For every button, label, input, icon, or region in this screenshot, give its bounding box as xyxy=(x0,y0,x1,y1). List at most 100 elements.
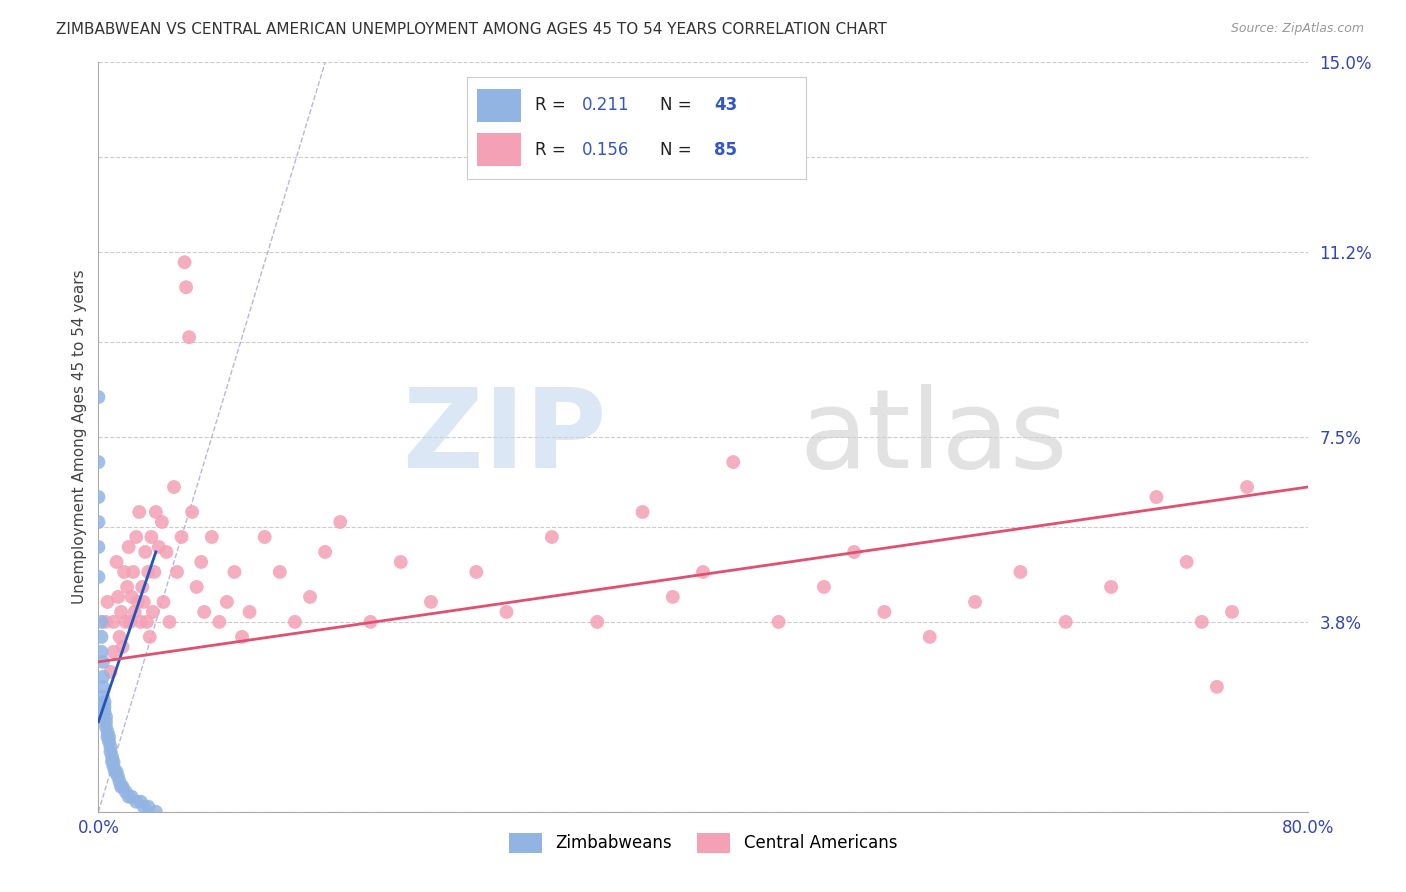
Point xyxy=(120,615,142,629)
Point xyxy=(136,799,159,814)
Point xyxy=(723,455,745,469)
Point xyxy=(389,555,412,569)
Point xyxy=(813,580,835,594)
Point xyxy=(96,724,118,739)
Point xyxy=(131,580,153,594)
Point xyxy=(190,555,212,569)
Point xyxy=(173,255,195,269)
Point xyxy=(94,710,117,724)
Point xyxy=(143,565,166,579)
Point xyxy=(631,505,654,519)
Point xyxy=(186,580,208,594)
Point xyxy=(159,615,181,629)
Point xyxy=(90,630,112,644)
Y-axis label: Unemployment Among Ages 45 to 54 years: Unemployment Among Ages 45 to 54 years xyxy=(72,269,87,605)
Point xyxy=(965,595,987,609)
Point xyxy=(122,565,145,579)
Point xyxy=(142,605,165,619)
Point xyxy=(101,749,124,764)
Point xyxy=(136,565,159,579)
Point xyxy=(110,780,132,794)
Point xyxy=(128,505,150,519)
Point xyxy=(844,545,866,559)
Point xyxy=(134,545,156,559)
Point xyxy=(96,730,118,744)
Point xyxy=(155,545,177,559)
Point xyxy=(141,530,163,544)
Point xyxy=(101,755,124,769)
Point xyxy=(166,565,188,579)
Point xyxy=(91,670,114,684)
Point xyxy=(1175,555,1198,569)
Point xyxy=(100,739,122,754)
Point xyxy=(586,615,609,629)
Point xyxy=(105,555,128,569)
Point xyxy=(152,595,174,609)
Point xyxy=(661,590,683,604)
Point xyxy=(87,515,110,529)
Point xyxy=(360,615,382,629)
Point xyxy=(148,540,170,554)
Point xyxy=(181,505,204,519)
Point xyxy=(124,605,146,619)
Point xyxy=(94,720,117,734)
Point xyxy=(98,735,121,749)
Point xyxy=(96,595,118,609)
Point xyxy=(1191,615,1213,629)
Point xyxy=(132,799,155,814)
Point xyxy=(231,630,253,644)
Point xyxy=(87,455,110,469)
Point xyxy=(540,530,562,544)
Point xyxy=(201,530,224,544)
Point xyxy=(163,480,186,494)
Point xyxy=(420,595,443,609)
Point xyxy=(139,630,162,644)
Point xyxy=(224,565,246,579)
Point xyxy=(179,330,201,344)
Point xyxy=(1144,490,1167,504)
Point xyxy=(1010,565,1032,579)
Point xyxy=(115,580,138,594)
Point xyxy=(1099,580,1122,594)
Point xyxy=(495,605,517,619)
Point xyxy=(174,280,197,294)
Point xyxy=(145,805,167,819)
Point xyxy=(1236,480,1258,494)
Point xyxy=(87,490,110,504)
Point xyxy=(465,565,488,579)
Point xyxy=(111,780,134,794)
Point xyxy=(1054,615,1077,629)
Point xyxy=(239,605,262,619)
Point xyxy=(121,590,143,604)
Point xyxy=(127,595,149,609)
Point xyxy=(87,570,110,584)
Point xyxy=(103,645,125,659)
Point xyxy=(110,605,132,619)
Point xyxy=(299,590,322,604)
Point xyxy=(121,789,143,804)
Point xyxy=(125,530,148,544)
Point xyxy=(104,764,127,779)
Point xyxy=(91,680,114,694)
Point xyxy=(118,540,141,554)
Point xyxy=(145,505,167,519)
Point xyxy=(269,565,291,579)
Point xyxy=(1206,680,1229,694)
Point xyxy=(1220,605,1243,619)
Point xyxy=(93,699,115,714)
Point xyxy=(112,565,135,579)
Point xyxy=(253,530,276,544)
Point xyxy=(132,595,155,609)
Point xyxy=(94,615,117,629)
Point xyxy=(87,390,110,404)
Point xyxy=(215,595,238,609)
Point xyxy=(918,630,941,644)
Point xyxy=(284,615,307,629)
Text: Source: ZipAtlas.com: Source: ZipAtlas.com xyxy=(1230,22,1364,36)
Point xyxy=(125,795,148,809)
Point xyxy=(103,760,125,774)
Point xyxy=(91,690,114,704)
Point xyxy=(105,764,128,779)
Point xyxy=(108,630,131,644)
Point xyxy=(107,770,129,784)
